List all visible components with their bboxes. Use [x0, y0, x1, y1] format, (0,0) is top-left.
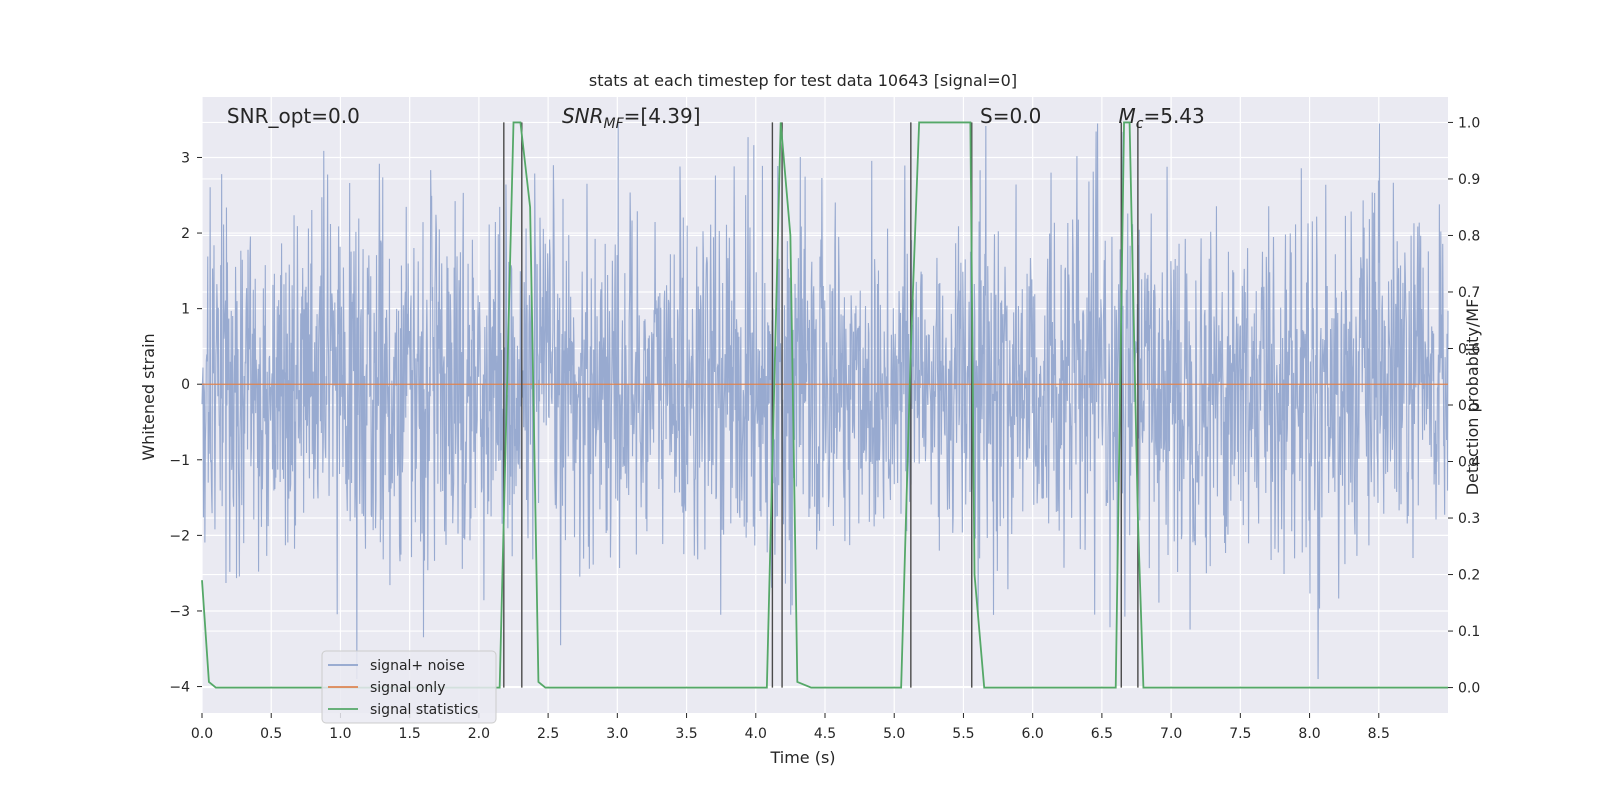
- y-tick-label: 1: [181, 302, 190, 318]
- annotation-text: S=0.0: [980, 104, 1041, 128]
- x-tick-label: 4.0: [745, 726, 767, 742]
- signal-noise-series: [201, 123, 1449, 679]
- legend-label: signal statistics: [370, 702, 478, 718]
- signal-noise-line: [201, 123, 1449, 679]
- legend-label: signal+ noise: [370, 658, 465, 674]
- y2-tick-label: 0.4: [1458, 455, 1480, 471]
- x-tick-label: 3.0: [606, 726, 628, 742]
- signal-statistics-line: [201, 121, 1448, 689]
- y2-tick-label: 0.7: [1458, 285, 1480, 301]
- x-tick-label: 7.0: [1160, 726, 1182, 742]
- x-tick-label: 6.0: [1022, 726, 1044, 742]
- y-tick-label: 0: [181, 377, 190, 393]
- legend: signal+ noise signal only signal statistic…: [321, 650, 497, 724]
- annotation-text: Mc=5.43: [1119, 104, 1205, 132]
- y-tick-label: −4: [169, 680, 190, 696]
- x-axis-label: Time (s): [769, 748, 835, 767]
- x-tick-label: 8.0: [1298, 726, 1320, 742]
- y-tick-label: −1: [169, 453, 190, 469]
- y2-tick-label: 0.9: [1458, 172, 1480, 188]
- x-tick-label: 0.5: [260, 726, 282, 742]
- x-tick-label: 5.5: [952, 726, 974, 742]
- x-tick-label: 2.0: [468, 726, 490, 742]
- x-tick-label: 0.0: [191, 726, 213, 742]
- y-tick-label: −2: [169, 528, 190, 544]
- y-tick-label: −3: [169, 604, 190, 620]
- x-tick-label: 4.5: [814, 726, 836, 742]
- x-axis-ticks: 0.0 0.5 1.0 1.5 2.0 2.5 3.0 3.5 4.0 4.5 5.0 5.5 6.0 6…: [191, 713, 1390, 742]
- x-tick-label: 7.5: [1229, 726, 1251, 742]
- y-tick-label: 3: [181, 150, 190, 166]
- y2-axis-ticks: 0.0 0.1 0.2 0.3 0.4 0.5 0.6 0.7 0.8 0.9 1.0: [1448, 115, 1480, 697]
- x-tick-label: 3.5: [675, 726, 697, 742]
- signal-statistics-series: [201, 121, 1448, 689]
- x-tick-label: 8.5: [1368, 726, 1390, 742]
- legend-box: [321, 650, 497, 724]
- y2-tick-label: 0.6: [1458, 341, 1480, 357]
- y-tick-label: 2: [181, 226, 190, 242]
- y2-tick-label: 0.3: [1458, 511, 1480, 527]
- x-tick-label: 2.5: [537, 726, 559, 742]
- y2-tick-label: 0.2: [1458, 568, 1480, 584]
- annotation-text: SNRMF=[4.39]: [562, 104, 701, 132]
- annotation-text: SNR_opt=0.0: [227, 104, 360, 128]
- x-tick-label: 1.5: [399, 726, 421, 742]
- annotations: SNR_opt=0.0 SNRMF=[4.39] S=0.0 Mc=5.43: [227, 104, 1205, 132]
- y-axis-ticks: −4 −3 −2 −1 0 1 2 3: [169, 150, 202, 696]
- y2-tick-label: 0.1: [1458, 624, 1480, 640]
- y2-tick-label: 0.5: [1458, 398, 1480, 414]
- x-tick-label: 1.0: [329, 726, 351, 742]
- y2-tick-label: 1.0: [1458, 115, 1480, 131]
- y2-tick-label: 0.8: [1458, 228, 1480, 244]
- chart-title: stats at each timestep for test data 106…: [589, 71, 1017, 90]
- y2-axis-label: Detection probability/MF: [1463, 299, 1482, 496]
- legend-label: signal only: [370, 680, 445, 696]
- y2-tick-label: 0.0: [1458, 681, 1480, 697]
- x-tick-label: 6.5: [1091, 726, 1113, 742]
- x-tick-label: 5.0: [883, 726, 905, 742]
- y-axis-label: Whitened strain: [139, 333, 158, 460]
